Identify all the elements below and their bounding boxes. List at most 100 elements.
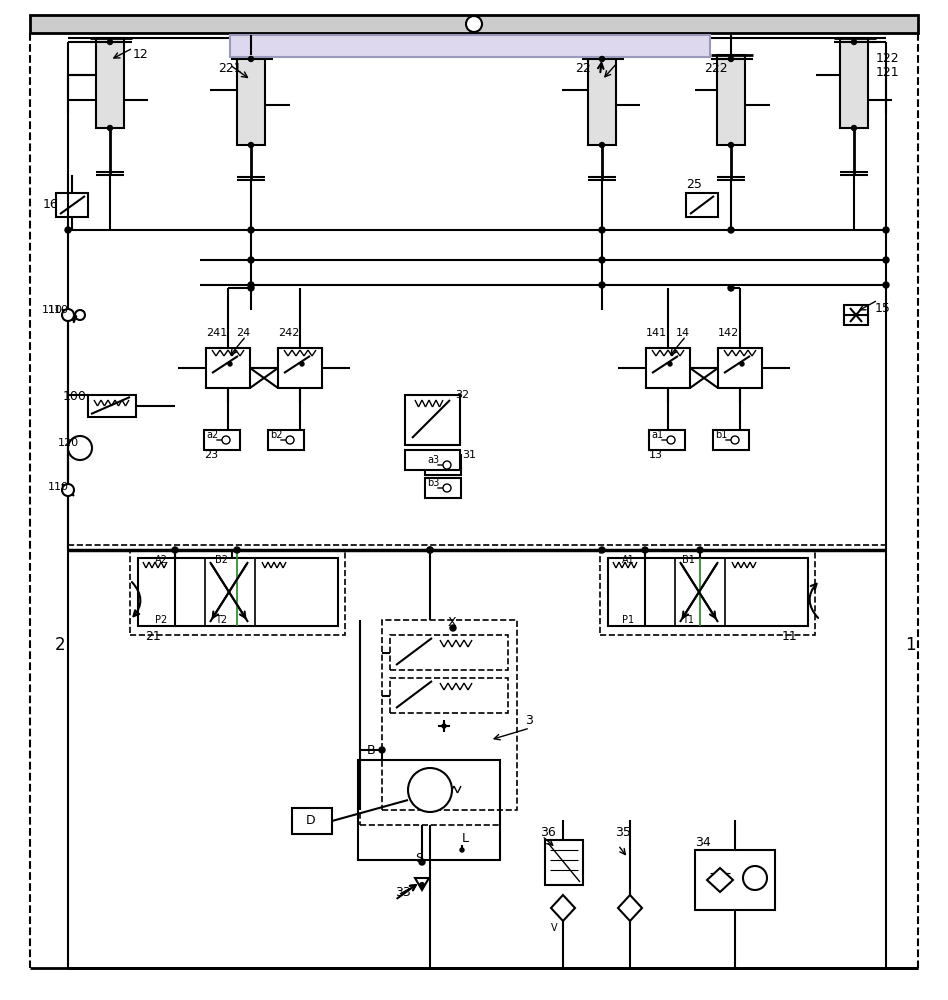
Circle shape: [68, 436, 92, 460]
Text: 11: 11: [782, 630, 798, 643]
Text: 34: 34: [695, 836, 711, 848]
Text: L: L: [462, 832, 469, 844]
Text: 13: 13: [649, 450, 663, 460]
Text: 31: 31: [462, 450, 476, 460]
Bar: [686, 193, 718, 217]
Text: 222: 222: [704, 62, 728, 75]
Circle shape: [728, 56, 734, 62]
Circle shape: [599, 142, 605, 147]
Bar: [646, 348, 690, 388]
Text: D: D: [306, 814, 316, 828]
Circle shape: [697, 547, 703, 553]
Text: 16: 16: [43, 198, 59, 212]
Bar: [717, 55, 745, 145]
Text: 12: 12: [133, 48, 149, 62]
Bar: [138, 558, 338, 626]
Bar: [608, 558, 808, 626]
Polygon shape: [707, 868, 733, 892]
Circle shape: [443, 461, 451, 469]
Bar: [840, 38, 868, 128]
Circle shape: [248, 142, 253, 147]
Bar: [230, 35, 710, 57]
Circle shape: [379, 747, 385, 753]
Text: 110: 110: [42, 305, 63, 315]
Text: b2: b2: [270, 430, 283, 440]
Circle shape: [460, 848, 464, 852]
Text: 100: 100: [63, 389, 87, 402]
Circle shape: [172, 547, 178, 553]
Text: 110: 110: [48, 305, 69, 315]
Text: X: X: [448, 615, 457, 629]
Circle shape: [883, 257, 889, 263]
Circle shape: [420, 883, 424, 887]
Bar: [390, 678, 508, 713]
Circle shape: [883, 227, 889, 233]
Bar: [390, 635, 508, 670]
Circle shape: [442, 724, 446, 728]
Bar: [545, 840, 583, 885]
Bar: [405, 395, 460, 445]
Text: B1: B1: [682, 555, 695, 565]
Bar: [695, 850, 775, 910]
Circle shape: [599, 547, 605, 553]
Text: a2: a2: [206, 430, 218, 440]
Circle shape: [65, 227, 71, 233]
Circle shape: [667, 436, 675, 444]
Circle shape: [408, 768, 452, 812]
Bar: [292, 808, 332, 834]
Text: 22: 22: [575, 62, 591, 75]
Circle shape: [248, 227, 254, 233]
Circle shape: [642, 547, 648, 553]
Text: P1: P1: [622, 615, 634, 625]
Circle shape: [248, 285, 254, 291]
Circle shape: [62, 309, 74, 321]
Text: b1: b1: [715, 430, 727, 440]
Text: 35: 35: [615, 826, 630, 838]
Bar: [405, 450, 460, 470]
Circle shape: [466, 16, 482, 32]
Text: 33: 33: [395, 886, 410, 898]
Circle shape: [728, 285, 734, 291]
Text: 121: 121: [876, 66, 900, 79]
Text: 142: 142: [718, 328, 739, 338]
Circle shape: [427, 547, 433, 553]
Polygon shape: [415, 878, 429, 890]
Circle shape: [248, 56, 253, 62]
Text: 15: 15: [875, 302, 891, 314]
Circle shape: [883, 282, 889, 288]
Bar: [278, 348, 322, 388]
Circle shape: [248, 257, 254, 263]
Text: T2: T2: [215, 615, 228, 625]
Circle shape: [228, 362, 232, 366]
Circle shape: [599, 56, 605, 62]
Circle shape: [107, 39, 113, 44]
Text: A2: A2: [155, 555, 168, 565]
Text: 122: 122: [876, 51, 900, 64]
Circle shape: [222, 436, 230, 444]
Bar: [360, 760, 500, 825]
Circle shape: [427, 547, 433, 553]
Circle shape: [740, 362, 744, 366]
Text: 25: 25: [686, 178, 702, 192]
Bar: [358, 760, 500, 860]
Circle shape: [107, 125, 113, 130]
Circle shape: [851, 125, 856, 130]
Circle shape: [300, 362, 304, 366]
Polygon shape: [618, 895, 642, 921]
Text: 24: 24: [236, 328, 250, 338]
Bar: [425, 455, 461, 475]
Circle shape: [728, 227, 734, 233]
Bar: [600, 550, 815, 635]
Circle shape: [75, 310, 85, 320]
Circle shape: [599, 257, 605, 263]
Text: 1: 1: [905, 636, 916, 654]
Circle shape: [443, 484, 451, 492]
Polygon shape: [551, 895, 575, 921]
Text: B: B: [366, 744, 375, 756]
Circle shape: [234, 547, 240, 553]
Circle shape: [248, 282, 254, 288]
Text: T1: T1: [682, 615, 694, 625]
Text: b3: b3: [427, 478, 439, 488]
Circle shape: [450, 625, 456, 631]
Circle shape: [728, 142, 734, 147]
